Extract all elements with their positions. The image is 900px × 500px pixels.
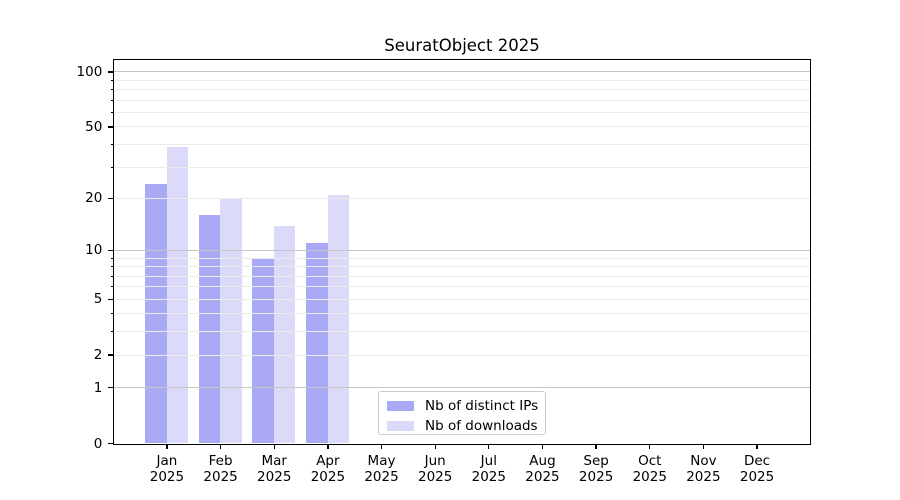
x-tick-label-apr: Apr 2025 — [310, 452, 346, 485]
x-tick-label-feb: Feb 2025 — [203, 452, 238, 485]
legend-item-downloads: Nb of downloads — [379, 416, 545, 436]
gridline-minor — [113, 126, 811, 128]
x-tick-mark-jan — [166, 443, 168, 449]
gridline-minor — [113, 99, 811, 101]
y-tick-mark-1 — [108, 387, 114, 389]
legend-swatch-downloads — [387, 420, 414, 432]
gridline-minor — [113, 266, 811, 268]
y-tick-label-20: 20 — [85, 190, 103, 207]
x-tick-label-aug: Aug 2025 — [525, 452, 560, 485]
gridline-major — [113, 71, 811, 73]
x-tick-label-nov: Nov 2025 — [686, 452, 721, 485]
x-tick-mark-aug — [541, 443, 544, 449]
gridline-minor — [113, 89, 811, 91]
y-tick-label-50: 50 — [85, 118, 103, 135]
bar-downloads-apr — [327, 194, 350, 443]
y-tick-mark-100 — [108, 71, 114, 73]
gridline-minor — [113, 313, 811, 315]
x-tick-label-may: May 2025 — [364, 452, 399, 485]
y-minor-tick-mark — [110, 298, 114, 300]
y-tick-mark-0 — [108, 442, 114, 445]
y-minor-tick-mark — [110, 313, 114, 315]
x-tick-label-oct: Oct 2025 — [632, 452, 667, 485]
y-minor-tick-mark — [110, 354, 114, 356]
gridline-minor — [113, 354, 811, 356]
y-tick-label-5: 5 — [93, 291, 103, 308]
x-tick-mark-apr — [327, 443, 329, 449]
gridline-minor — [113, 331, 811, 333]
x-tick-label-sep: Sep 2025 — [578, 452, 614, 485]
y-minor-tick-mark — [110, 126, 114, 128]
y-minor-tick-mark — [110, 89, 114, 91]
x-tick-mark-oct — [649, 443, 651, 449]
y-minor-tick-mark — [110, 257, 114, 259]
y-tick-label-100: 100 — [76, 63, 103, 80]
x-tick-mark-jul — [488, 443, 490, 449]
gridline-minor — [113, 286, 811, 288]
gridline-major — [113, 387, 811, 389]
y-minor-tick-mark — [110, 266, 114, 268]
y-minor-tick-mark — [110, 331, 114, 333]
gridline-major — [113, 249, 811, 251]
legend-item-distinct-ips: Nb of distinct IPs — [379, 396, 545, 416]
x-tick-label-jan: Jan 2025 — [149, 452, 185, 485]
y-tick-mark-10 — [108, 249, 114, 252]
gridline-minor — [113, 197, 811, 199]
legend-label-downloads: Nb of downloads — [425, 418, 538, 434]
legend-label-distinct-ips: Nb of distinct IPs — [425, 398, 539, 414]
y-minor-tick-mark — [110, 286, 114, 288]
y-tick-label-1: 1 — [93, 379, 103, 396]
x-tick-mark-mar — [273, 443, 275, 449]
bar-downloads-feb — [220, 198, 242, 443]
gridline-minor — [113, 275, 811, 277]
x-tick-label-dec: Dec 2025 — [739, 452, 775, 485]
y-minor-tick-mark — [110, 144, 114, 146]
gridline-minor — [113, 166, 811, 168]
y-minor-tick-mark — [110, 197, 114, 199]
gridline-minor — [113, 298, 811, 300]
chart-title: SeuratObject 2025 — [384, 36, 540, 55]
bar-distinct-ips-feb — [198, 215, 221, 443]
y-minor-tick-mark — [110, 112, 114, 114]
y-minor-tick-mark — [110, 166, 114, 168]
x-tick-mark-feb — [219, 443, 222, 449]
x-tick-mark-jun — [434, 443, 436, 449]
gridline-minor — [113, 112, 811, 114]
x-tick-mark-may — [380, 443, 383, 449]
bar-downloads-mar — [273, 225, 296, 443]
x-tick-mark-dec — [756, 443, 758, 449]
legend-swatch-distinct-ips — [387, 400, 414, 412]
y-minor-tick-mark — [110, 99, 114, 101]
legend: Nb of distinct IPs Nb of downloads — [378, 391, 546, 435]
x-tick-label-jul: Jul 2025 — [471, 452, 506, 485]
x-tick-mark-nov — [702, 443, 705, 449]
x-tick-label-jun: Jun 2025 — [417, 452, 453, 485]
y-tick-label-0: 0 — [93, 435, 103, 452]
y-minor-tick-mark — [110, 79, 114, 81]
bar-distinct-ips-apr — [306, 243, 328, 443]
x-tick-label-mar: Mar 2025 — [257, 452, 292, 485]
y-minor-tick-mark — [110, 275, 114, 277]
x-tick-mark-sep — [595, 443, 597, 449]
bar-downloads-jan — [166, 146, 189, 443]
gridline-minor — [113, 144, 811, 146]
gridline-minor — [113, 79, 811, 81]
y-tick-label-2: 2 — [93, 347, 103, 364]
gridline-minor — [113, 257, 811, 259]
y-tick-label-10: 10 — [85, 242, 103, 259]
bar-distinct-ips-mar — [252, 258, 274, 443]
